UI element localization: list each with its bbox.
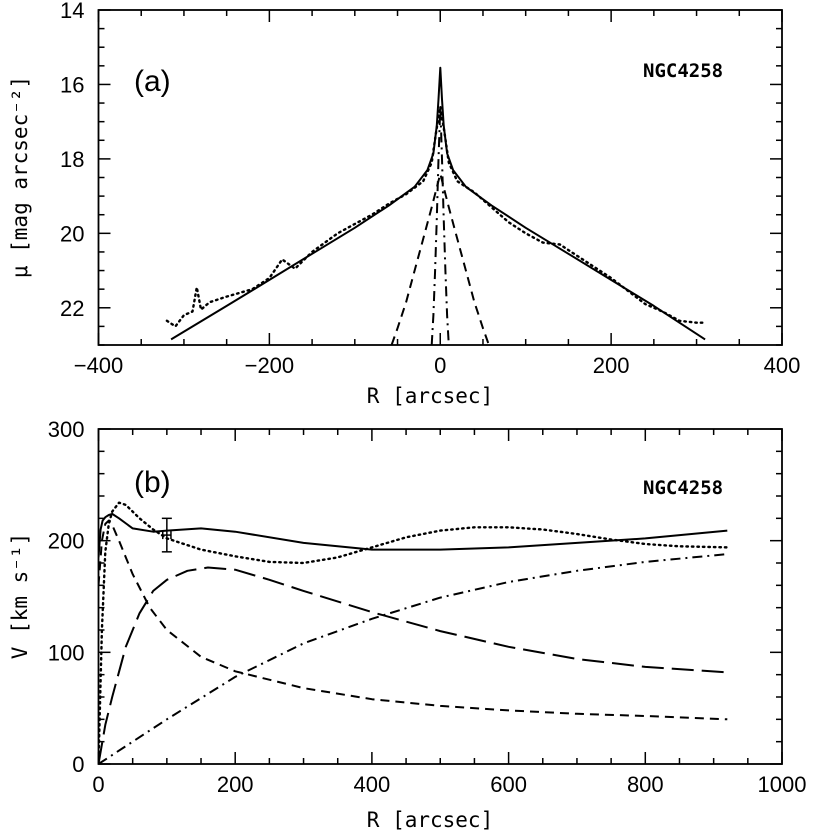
- y-tick-label: 200: [48, 529, 85, 554]
- x-tick-label: 0: [92, 772, 104, 797]
- panel-a-surface-brightness: −400 −200 0 200 400 14 16 18 20 22 (a) NGC4258 R…: [8, 0, 800, 408]
- panel-a-x-axis-title: R [arcsec]: [367, 384, 493, 408]
- x-tick-label: −200: [245, 353, 295, 378]
- x-tick-label: 600: [490, 772, 527, 797]
- x-tick-label: 0: [434, 353, 446, 378]
- panel-b-y-axis-title: V [km s⁻¹]: [8, 533, 32, 659]
- series-dotted-line: [98, 501, 729, 764]
- panel-b-rotation-curve: 0 200 400 600 800 1000 0 100 200 300 (b) NGC4258…: [8, 417, 806, 832]
- y-tick-label: 20: [60, 221, 84, 246]
- x-tick-label: 200: [217, 772, 254, 797]
- series-dashed-line: [98, 519, 728, 721]
- y-tick-label: 16: [60, 72, 84, 97]
- y-tick-label: 300: [48, 417, 85, 442]
- series-long-dashed-line: [98, 566, 728, 764]
- panel-a-y-ticks: 14 16 18 20 22: [60, 0, 782, 346]
- panel-b-error-bar-point: [161, 517, 172, 553]
- x-tick-label: 1000: [758, 772, 807, 797]
- panel-b-galaxy-name: NGC4258: [643, 477, 723, 499]
- series-dotted-line: [165, 105, 707, 328]
- x-tick-label: 200: [593, 353, 630, 378]
- panel-a-x-ticks: −400 −200 0 200 400: [74, 10, 801, 378]
- series-dash-dot-line: [98, 553, 728, 764]
- panel-b-label: (b): [134, 466, 171, 499]
- panel-b-x-axis-title: R [arcsec]: [367, 808, 493, 832]
- series-solid-line: [170, 66, 706, 341]
- x-tick-label: 800: [627, 772, 664, 797]
- panel-b-x-ticks: 0 200 400 600 800 1000: [92, 429, 806, 797]
- y-tick-label: 0: [72, 752, 84, 777]
- panel-a-galaxy-name: NGC4258: [643, 60, 723, 82]
- series-dash-dot-line: [430, 105, 450, 345]
- panel-a-plot-area: [165, 66, 707, 345]
- x-tick-label: 400: [354, 772, 391, 797]
- x-tick-label: −400: [74, 353, 124, 378]
- panel-b-y-ticks: 0 100 200 300: [48, 417, 782, 777]
- y-tick-label: 100: [48, 640, 85, 665]
- panel-b-plot-area: [98, 501, 729, 764]
- y-tick-label: 18: [60, 147, 84, 172]
- y-tick-label: 22: [60, 296, 84, 321]
- series-dashed-line: [390, 172, 490, 345]
- y-tick-label: 14: [60, 0, 84, 23]
- panel-a-y-axis-title: μ [mag arcsec⁻²]: [8, 76, 32, 278]
- x-tick-label: 400: [764, 353, 801, 378]
- panel-a-label: (a): [134, 65, 171, 98]
